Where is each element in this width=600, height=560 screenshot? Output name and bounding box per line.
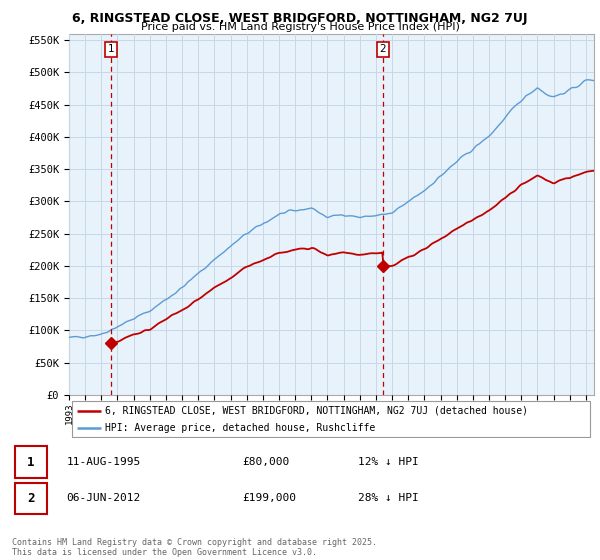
Text: 1: 1 [108,44,115,54]
Text: £80,000: £80,000 [242,457,290,467]
FancyBboxPatch shape [15,483,47,514]
Text: 6, RINGSTEAD CLOSE, WEST BRIDGFORD, NOTTINGHAM, NG2 7UJ: 6, RINGSTEAD CLOSE, WEST BRIDGFORD, NOTT… [72,12,528,25]
Text: 2: 2 [380,44,386,54]
Text: £199,000: £199,000 [242,493,296,503]
Text: 11-AUG-1995: 11-AUG-1995 [67,457,141,467]
Bar [69,34,594,395]
Bar [69,34,594,395]
Text: Contains HM Land Registry data © Crown copyright and database right 2025.
This d: Contains HM Land Registry data © Crown c… [12,538,377,557]
Text: 2: 2 [27,492,34,505]
Text: 1: 1 [27,455,34,469]
Text: HPI: Average price, detached house, Rushcliffe: HPI: Average price, detached house, Rush… [105,423,375,433]
Text: 6, RINGSTEAD CLOSE, WEST BRIDGFORD, NOTTINGHAM, NG2 7UJ (detached house): 6, RINGSTEAD CLOSE, WEST BRIDGFORD, NOTT… [105,405,528,416]
Text: 06-JUN-2012: 06-JUN-2012 [67,493,141,503]
Text: 12% ↓ HPI: 12% ↓ HPI [358,457,418,467]
Text: Price paid vs. HM Land Registry's House Price Index (HPI): Price paid vs. HM Land Registry's House … [140,22,460,32]
Text: 28% ↓ HPI: 28% ↓ HPI [358,493,418,503]
FancyBboxPatch shape [71,400,590,437]
FancyBboxPatch shape [15,446,47,478]
